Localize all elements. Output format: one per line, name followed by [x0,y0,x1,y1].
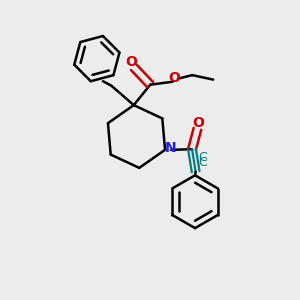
Text: C: C [198,156,207,169]
Text: N: N [165,141,176,155]
Text: O: O [168,71,180,85]
Text: C: C [198,151,207,164]
Text: O: O [125,55,137,69]
Text: O: O [193,116,205,130]
